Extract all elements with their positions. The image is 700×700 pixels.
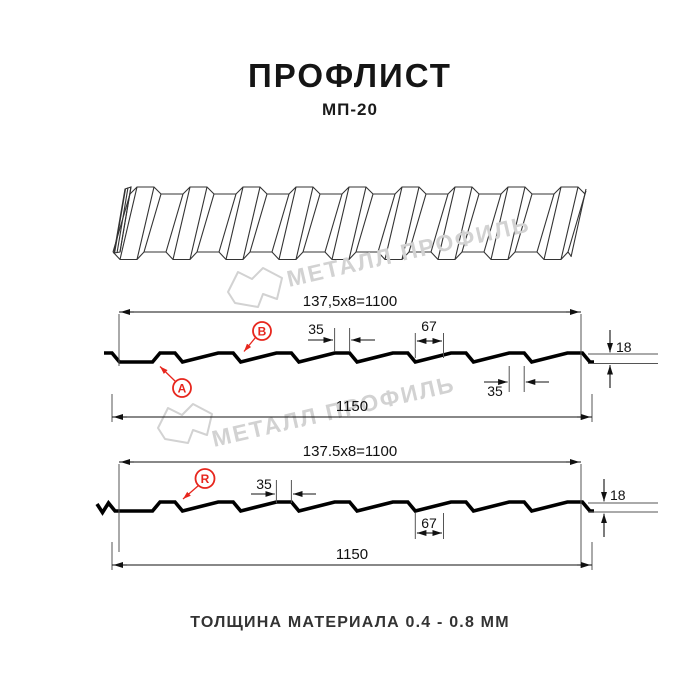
sheet-edge-line — [570, 188, 587, 258]
dim-rib-bottom: 35 — [484, 366, 549, 399]
sheet-edge-line — [242, 186, 261, 260]
watermark-lower: МЕТАЛЛ ПРОФИЛЬ — [157, 371, 458, 452]
sheet-edge-line — [567, 193, 586, 253]
sheet-edge-line — [384, 186, 403, 260]
sheet-edge-line — [536, 193, 555, 253]
dim-height: 18 — [588, 479, 658, 537]
profile-bottom-outline — [95, 499, 594, 516]
sheet-edge-line — [483, 193, 502, 253]
dim-working-width-top: 137,5x8=1100 — [118, 293, 582, 420]
sheet-edge-line — [278, 186, 297, 260]
dim-label-working-width: 137.5x8=1100 — [303, 443, 397, 460]
sheet-edge-line — [514, 193, 533, 253]
sheet-edge-line — [249, 193, 268, 253]
material-thickness-note: ТОЛЩИНА МАТЕРИАЛА 0.4 - 0.8 ММ — [190, 614, 510, 631]
sheet-edge-line — [129, 186, 587, 196]
sheet-edge-line — [324, 193, 343, 253]
sheet-edge-line — [112, 251, 572, 261]
sheet-edge-line — [348, 186, 367, 260]
sheet-edge-line — [401, 186, 420, 260]
dim-label-height: 18 — [616, 339, 632, 355]
sheet-edge-line — [543, 186, 562, 260]
sheet-edge-line — [196, 193, 215, 253]
sheet-edge-line — [172, 186, 191, 260]
dim-label-total-width: 1150 — [336, 398, 368, 415]
dim-label-total-width: 1150 — [336, 546, 368, 563]
sheet-edge-line — [113, 186, 132, 254]
sheet-edge-line — [218, 193, 237, 253]
sheet-edge-line — [271, 193, 290, 253]
brand-logo-icon — [157, 403, 213, 444]
profile-top-outline — [104, 351, 594, 365]
callout-a: А — [159, 366, 192, 398]
sheet-edge-line — [507, 186, 526, 260]
page-subtitle: МП-20 — [322, 100, 378, 119]
dim-label-rib-bottom: 35 — [487, 383, 503, 399]
sheet-edge-line — [461, 193, 480, 253]
profile-bottom-section: 137.5x8=1100 R 35 67 — [95, 443, 658, 570]
dim-label-valley: 67 — [421, 515, 437, 531]
watermark-text: МЕТАЛЛ ПРОФИЛЬ — [284, 211, 532, 292]
sheet-edge-line — [430, 193, 449, 253]
sheet-edge-line — [295, 186, 314, 260]
callout-a-label: А — [178, 382, 187, 396]
dim-rib-top: 35 — [251, 476, 316, 503]
sheet-edge-line — [355, 193, 374, 253]
profile-top-section: 137,5x8=1100 35 67 — [104, 293, 658, 422]
dim-label-rib-top: 35 — [256, 476, 272, 492]
sheet-edge-line — [143, 193, 162, 253]
dim-working-width-bottom: 137.5x8=1100 — [118, 443, 582, 568]
dim-label-working-width: 137,5x8=1100 — [303, 293, 397, 310]
dim-height: 18 — [588, 330, 658, 388]
corrugated-sheet-3d-view — [112, 186, 587, 261]
page-title: ПРОФЛИСТ — [248, 57, 452, 94]
dim-valley: 67 — [414, 513, 444, 539]
sheet-edge-line — [560, 186, 579, 260]
brand-logo-icon — [227, 267, 283, 308]
dim-label-height: 18 — [610, 487, 626, 503]
callout-b-label: В — [258, 325, 267, 339]
sheet-edge-line — [136, 186, 155, 260]
dim-rib-top: 35 — [308, 321, 375, 351]
sheet-edge-line — [490, 186, 509, 260]
watermark-text: МЕТАЛЛ ПРОФИЛЬ — [209, 371, 457, 452]
callout-r: R — [182, 468, 216, 500]
sheet-edge-line — [165, 193, 184, 253]
sheet-edge-line — [225, 186, 244, 260]
callout-b: В — [243, 321, 272, 352]
dim-label-rib-top: 35 — [308, 321, 324, 337]
sheet-edge-line — [189, 186, 208, 260]
sheet-edge-line — [119, 186, 138, 260]
dim-valley: 67 — [414, 318, 444, 358]
sheet-edge-line — [437, 186, 456, 260]
dim-total-width-bottom: 1150 — [111, 542, 593, 570]
sheet-edge-line — [331, 186, 350, 260]
sheet-edge-line — [377, 193, 396, 253]
dim-total-width-top: 1150 — [111, 394, 593, 422]
sheet-edge-line — [302, 193, 321, 253]
sheet-edge-line — [408, 193, 427, 253]
callout-r-label: R — [201, 472, 210, 486]
sheet-edge-line — [454, 186, 473, 260]
sheet-edge-line — [116, 187, 129, 254]
dim-label-valley: 67 — [421, 318, 437, 334]
